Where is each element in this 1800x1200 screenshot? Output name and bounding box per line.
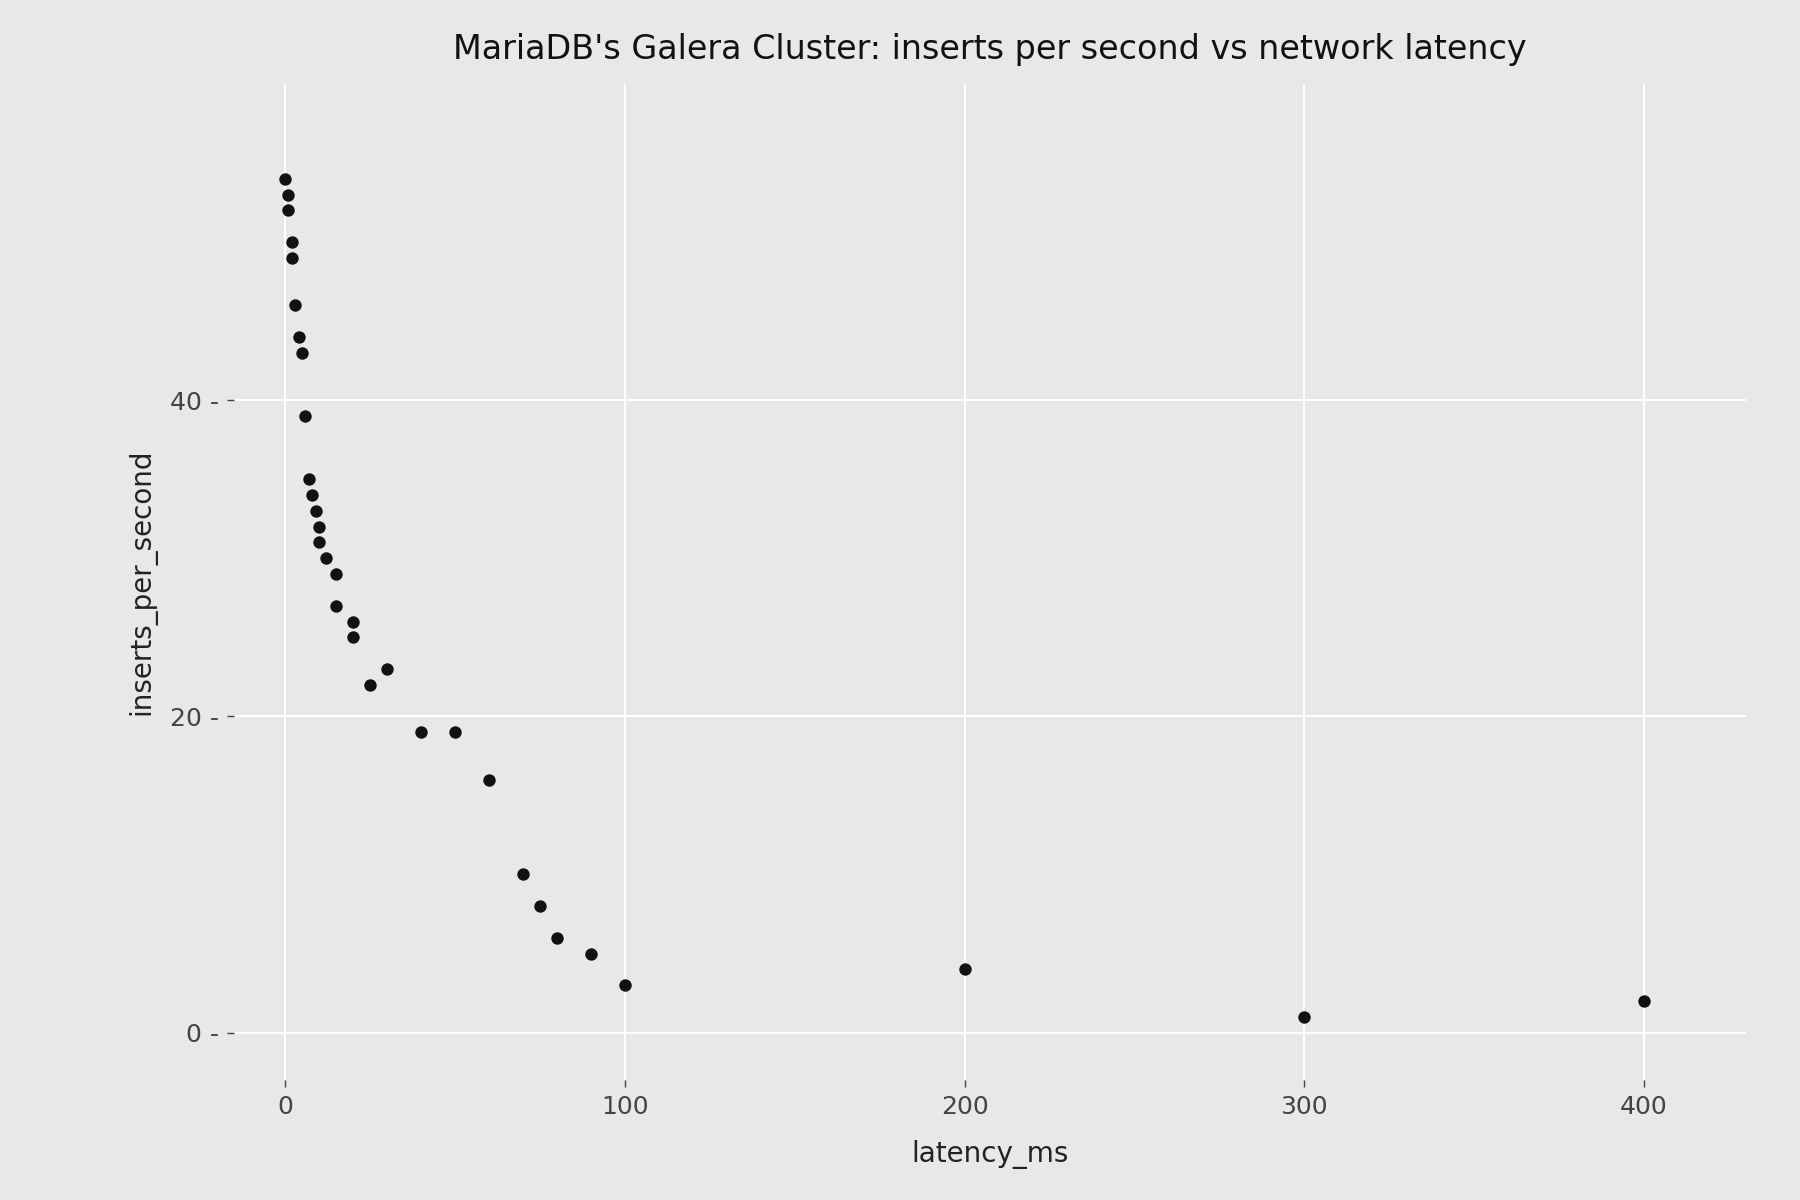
Point [297,486,326,505]
Point [373,659,401,678]
Point [284,328,313,347]
Point [270,169,299,188]
Point [950,960,979,979]
Point [1291,1007,1319,1026]
Point [274,200,302,220]
Point [292,407,320,426]
Point [274,185,302,204]
Point [277,233,306,252]
Point [304,533,333,552]
Point [301,502,329,521]
Point [288,343,317,362]
Point [338,612,367,631]
Point [338,628,367,647]
Point [277,248,306,268]
Title: MariaDB's Galera Cluster: inserts per second vs network latency: MariaDB's Galera Cluster: inserts per se… [454,32,1526,66]
Point [1629,991,1658,1010]
Point [441,722,470,742]
Point [576,944,605,964]
Point [295,469,324,488]
Y-axis label: inserts_per_second: inserts_per_second [128,449,157,715]
Point [356,676,385,695]
Point [322,596,351,616]
Point [281,295,310,314]
Point [526,896,554,916]
Point [475,770,504,790]
Point [508,865,536,884]
Point [542,928,571,947]
Point [322,564,351,583]
Point [407,722,436,742]
X-axis label: latency_ms: latency_ms [911,1140,1069,1169]
Point [311,548,340,568]
Point [610,976,639,995]
Point [304,517,333,536]
